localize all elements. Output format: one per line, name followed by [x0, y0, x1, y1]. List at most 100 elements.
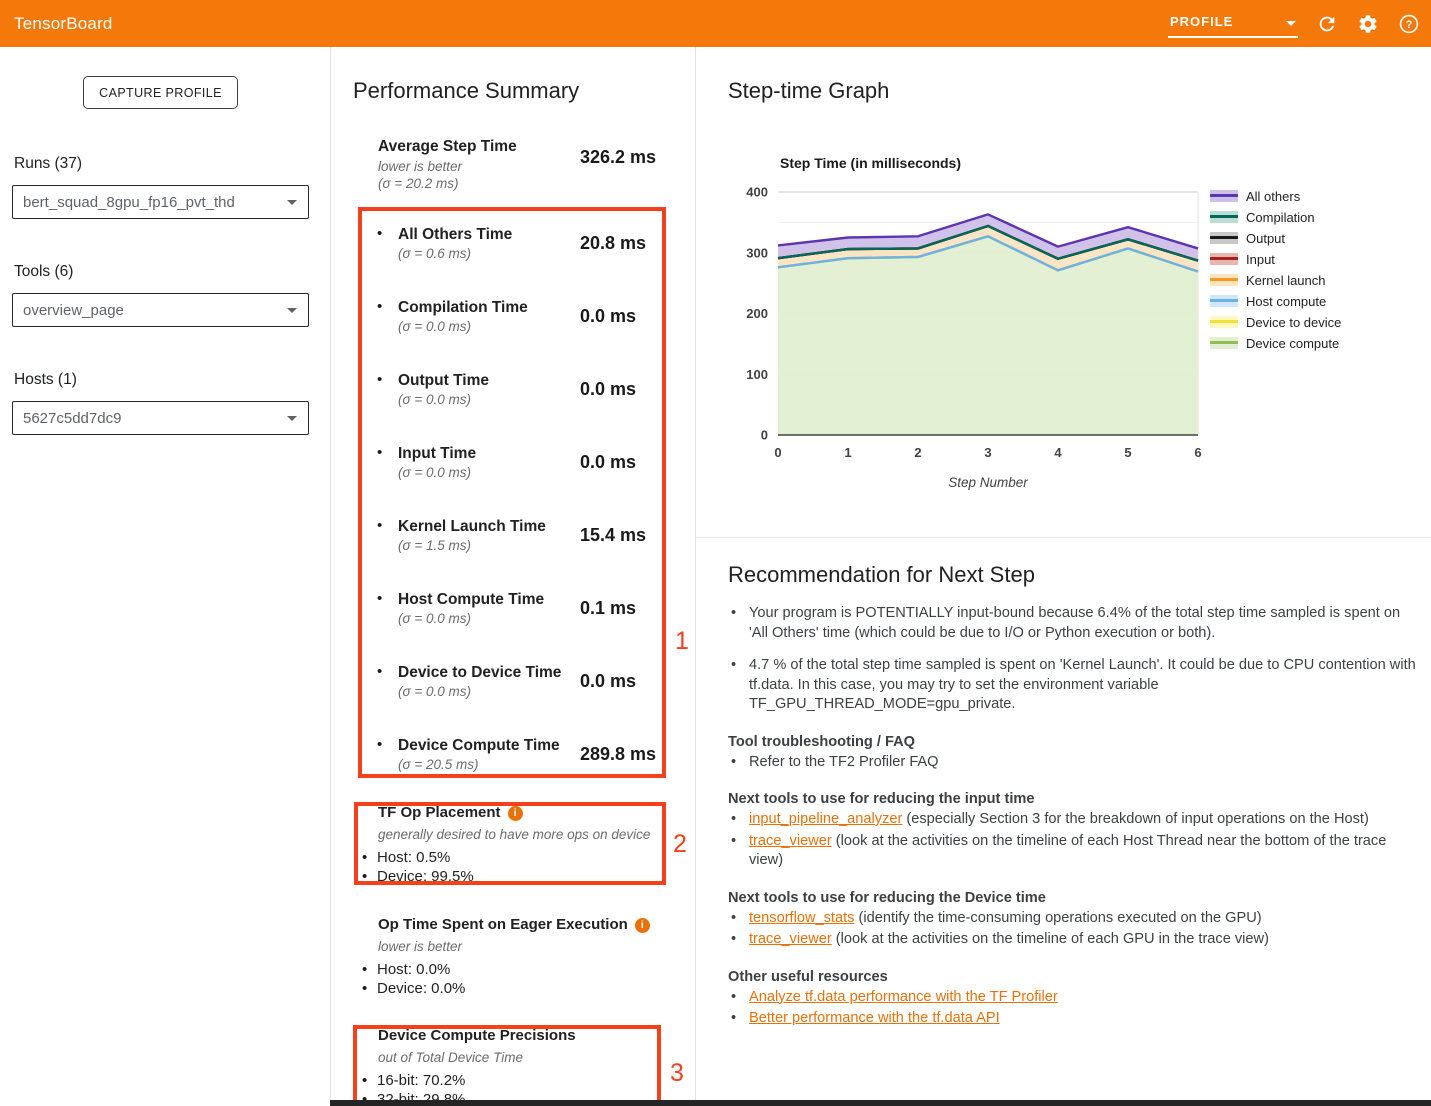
summary-item-text: Compilation Time (σ = 0.0 ms): [398, 298, 695, 335]
bullet-icon: •: [377, 371, 383, 388]
summary-item-title: Device Compute Time: [398, 737, 560, 754]
header-actions: PROFILE ?: [1168, 10, 1421, 38]
recommendation-link[interactable]: input_pipeline_analyzer: [749, 811, 903, 827]
average-step-time-title: Average Step Time: [378, 138, 517, 155]
legend-swatch-line: [1210, 194, 1238, 197]
x-tick-label: 5: [1124, 445, 1131, 460]
summary-item-sigma: (σ = 0.0 ms): [398, 465, 472, 480]
refresh-icon[interactable]: [1315, 12, 1339, 36]
legend-swatch-input: [1210, 253, 1238, 265]
caret-down-icon: [287, 416, 297, 421]
recommendation-list: input_pipeline_analyzer (especially Sect…: [728, 810, 1418, 871]
recommendation-item: Better performance with the tf.data API: [728, 1009, 1418, 1029]
average-step-time-value: 326.2 ms: [580, 147, 657, 167]
recommendation-link[interactable]: Better performance with the tf.data API: [749, 1010, 1000, 1026]
hosts-select-value: 5627c5dd7dc9: [23, 409, 122, 427]
recommendation-list: Analyze tf.data performance with the TF …: [728, 988, 1418, 1029]
average-step-time-sigma: (σ = 20.2 ms): [378, 176, 459, 191]
hosts-select[interactable]: 5627c5dd7dc9: [12, 401, 309, 435]
recommendation-bullets: Your program is POTENTIALLY input-bound …: [728, 604, 1418, 715]
legend-item: All others: [1210, 189, 1341, 204]
summary-item: • Device to Device Time (σ = 0.0 ms) 0.0 ms: [331, 663, 695, 723]
annotation-number-3: 3: [670, 1059, 684, 1087]
legend-label: Device compute: [1246, 335, 1340, 351]
summary-item-text: All Others Time (σ = 0.6 ms): [398, 225, 695, 262]
legend-swatch-all-others: [1210, 190, 1238, 202]
summary-item-sigma: (σ = 20.5 ms): [398, 757, 479, 772]
summary-item: • Output Time (σ = 0.0 ms) 0.0 ms: [331, 371, 695, 431]
recommendation-item-text: (identify the time-consuming operations …: [854, 909, 1262, 926]
dashboard-selector[interactable]: PROFILE: [1168, 10, 1298, 38]
capture-profile-button[interactable]: CAPTURE PROFILE: [83, 76, 238, 109]
summary-block-title-text: Device Compute Precisions: [378, 1027, 576, 1044]
tools-select[interactable]: overview_page: [12, 293, 309, 327]
runs-label: Runs (37): [14, 155, 83, 172]
legend-swatch-line: [1210, 341, 1238, 344]
recommendation-list: Refer to the TF2 Profiler FAQ: [728, 753, 1418, 773]
recommendation-item: tensorflow_stats (identify the time-cons…: [728, 909, 1418, 929]
y-tick-label: 400: [746, 185, 768, 200]
summary-item-text: Device to Device Time (σ = 0.0 ms): [398, 663, 695, 700]
legend-swatch-line: [1210, 257, 1238, 260]
info-icon[interactable]: i: [507, 805, 523, 821]
summary-item-sigma: (σ = 0.0 ms): [398, 611, 472, 626]
recommendation-link[interactable]: Analyze tf.data performance with the TF …: [749, 988, 1058, 1005]
chart-title: Step Time (in milliseconds): [780, 155, 961, 171]
chart-line-host-compute: [777, 235, 1199, 273]
x-tick-label: 3: [984, 445, 991, 460]
y-tick-label: 0: [761, 428, 768, 443]
bottom-scrollbar[interactable]: [330, 1100, 1431, 1106]
recommendation-heading: Tool troubleshooting / FAQ: [728, 733, 915, 750]
recommendation-link[interactable]: trace_viewer: [749, 931, 832, 947]
summary-block-note: lower is better: [378, 939, 463, 954]
summary-item-text: Output Time (σ = 0.0 ms): [398, 371, 695, 408]
bullet-icon: •: [377, 444, 383, 461]
summary-block-bullet: 16-bit: 70.2%: [362, 1071, 671, 1091]
recommendation-item: input_pipeline_analyzer (especially Sect…: [728, 810, 1418, 830]
bullet-icon: •: [377, 225, 383, 242]
x-tick-label: 6: [1194, 445, 1201, 460]
chart-line-all-others: [777, 213, 1199, 250]
legend-item: Input: [1210, 251, 1341, 267]
recommendation-item-text: Refer to the TF2 Profiler FAQ: [749, 753, 939, 770]
summary-item-value: 0.0 ms: [580, 379, 637, 399]
summary-item: • Host Compute Time (σ = 0.0 ms) 0.1 ms: [331, 590, 695, 650]
performance-summary-title: Performance Summary: [353, 78, 580, 103]
info-icon[interactable]: i: [634, 917, 650, 933]
summary-item-value: 0.1 ms: [580, 598, 637, 618]
summary-item-text: Host Compute Time (σ = 0.0 ms): [398, 590, 695, 627]
summary-item-title: Host Compute Time: [398, 591, 545, 608]
chart-legend: All others Compilation Output Input Kernel l…: [1210, 189, 1342, 358]
summary-block-list: Host: 0.5%Device: 99.5%: [362, 848, 671, 887]
legend-label: Input: [1246, 251, 1275, 267]
summary-item-value: 0.0 ms: [580, 452, 637, 472]
caret-down-icon: [287, 200, 297, 205]
recommendation-item-text: (look at the activities on the timeline …: [749, 832, 1387, 869]
summary-block-compute-precisions: Device Compute Precisions out of Total De…: [331, 1027, 671, 1106]
chart-area-device-compute: [778, 236, 1198, 435]
panel-divider: [695, 47, 696, 1106]
legend-item: Output: [1210, 231, 1341, 246]
y-tick-label: 100: [746, 367, 768, 382]
legend-label: Device to device: [1246, 314, 1342, 330]
summary-item: • Kernel Launch Time (σ = 1.5 ms) 15.4 ms: [331, 517, 695, 577]
help-icon[interactable]: ?: [1397, 12, 1421, 36]
recommendation-link[interactable]: trace_viewer: [749, 832, 832, 849]
summary-item: • Device Compute Time (σ = 20.5 ms) 289.8 m…: [331, 736, 695, 796]
summary-block-tf-op-placement: TF Op Placement i generally desired to hav…: [331, 804, 671, 887]
summary-item-value: 20.8 ms: [580, 233, 647, 253]
runs-select[interactable]: bert_squad_8gpu_fp16_pvt_thd: [12, 185, 309, 219]
legend-swatch-line: [1210, 278, 1238, 281]
settings-gear-icon[interactable]: [1356, 12, 1380, 36]
legend-swatch-line: [1210, 236, 1238, 239]
summary-block-title: TF Op Placement i: [378, 804, 671, 822]
recommendation-bullet: Your program is POTENTIALLY input-bound …: [728, 604, 1418, 643]
recommendation-link[interactable]: tensorflow_stats: [749, 909, 855, 926]
bullet-icon: •: [377, 298, 383, 315]
summary-item-title: Output Time: [398, 372, 489, 389]
legend-item: Device to device: [1210, 314, 1342, 330]
summary-block-title-text: Op Time Spent on Eager Execution: [378, 916, 628, 933]
x-axis-title: Step Number: [948, 475, 1028, 490]
recommendation-bullet: 4.7 % of the total step time sampled is …: [728, 656, 1418, 715]
summary-block-note: generally desired to have more ops on de…: [378, 827, 651, 842]
